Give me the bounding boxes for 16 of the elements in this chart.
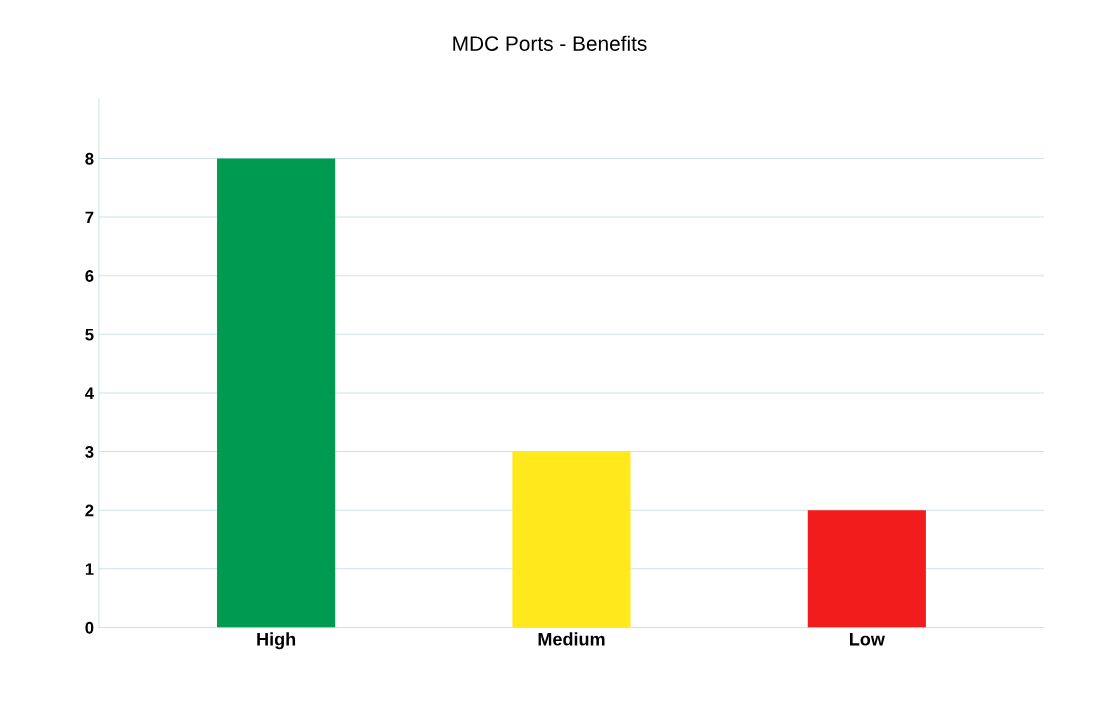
y-tick-label: 3 bbox=[85, 445, 94, 458]
y-tick-label: 6 bbox=[85, 270, 94, 282]
y-tick-label: 1 bbox=[85, 563, 94, 575]
bar bbox=[807, 510, 926, 628]
y-tick-label: 4 bbox=[85, 387, 94, 399]
x-tick-label: Medium bbox=[538, 632, 605, 646]
chart-title: MDC Ports - Benefits bbox=[453, 35, 647, 51]
x-tick-label: Low bbox=[849, 632, 885, 646]
bar bbox=[512, 451, 631, 628]
y-tick-label: 5 bbox=[85, 328, 94, 341]
y-tick-label: 0 bbox=[85, 621, 94, 634]
y-tick-label: 7 bbox=[85, 211, 94, 224]
x-tick-label: High bbox=[257, 632, 296, 650]
y-tick-label: 8 bbox=[85, 152, 94, 165]
y-tick-label: 2 bbox=[85, 504, 94, 517]
bar bbox=[217, 158, 336, 628]
